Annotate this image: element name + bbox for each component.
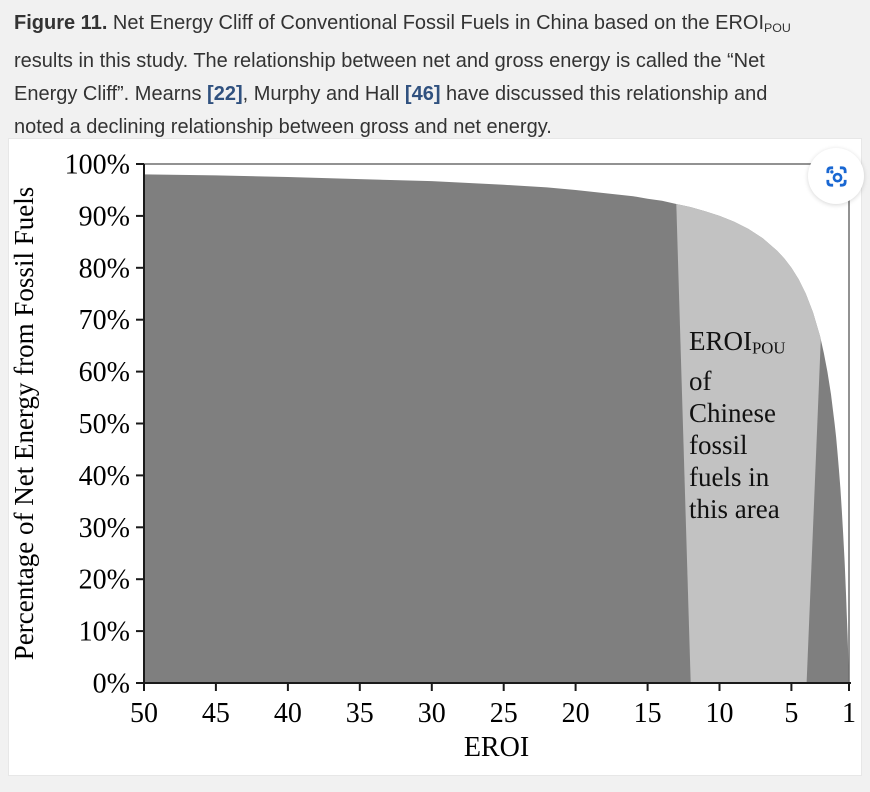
x-tick-label: 30: [418, 698, 446, 729]
caption-line: Figure 11. Net Energy Cliff of Conventio…: [14, 7, 862, 45]
image-search-button[interactable]: [808, 148, 864, 204]
y-tick-label: 90%: [79, 201, 130, 232]
y-axis-title: Percentage of Net Energy from Fossil Fue…: [9, 187, 39, 660]
caption-line: noted a declining relationship between g…: [14, 111, 862, 144]
net-energy-cliff-chart: 100% 90% 80% 70% 60% 50% 40% 30% 20% 10% 0%50 45 40 3…: [9, 150, 856, 764]
y-tick-label: 60%: [79, 357, 130, 388]
caption-text: POU: [764, 21, 791, 36]
y-tick-label: 20%: [79, 565, 130, 596]
y-tick-label: 70%: [79, 305, 130, 336]
lens-screenshot-icon: [825, 165, 847, 187]
caption-line: results in this study. The relationship …: [14, 45, 862, 78]
x-axis-title: EROI: [464, 732, 529, 763]
figure-panel: 100% 90% 80% 70% 60% 50% 40% 30% 20% 10% 0% 50 45 40 3…: [8, 138, 864, 776]
x-tick-label: 40: [274, 698, 302, 729]
highlight-band: [676, 204, 821, 683]
caption-text: Net Energy Cliff of Conventional Fossil …: [107, 12, 716, 34]
y-tick-label: 0%: [93, 669, 130, 700]
y-tick-label: 10%: [79, 617, 130, 648]
citation-link[interactable]: [46]: [404, 83, 441, 106]
x-tick-label: 10: [706, 698, 734, 729]
y-tick-label: 50%: [79, 409, 130, 440]
pou-subscript: POU: [752, 338, 786, 358]
y-tick-label: 30%: [79, 513, 130, 544]
annotation-line: of: [689, 365, 712, 396]
y-tick-label: 80%: [79, 253, 130, 284]
x-tick-label: 50: [130, 698, 158, 729]
annotation-line: EROIPOU: [689, 326, 786, 358]
caption-text: noted a declining relationship between g…: [14, 116, 552, 139]
figure-caption: Figure 11. Net Energy Cliff of Conventio…: [14, 7, 862, 144]
caption-text: EROI: [715, 12, 765, 34]
caption-text: Figure 11.: [14, 12, 108, 34]
y-tick-label: 100%: [65, 150, 130, 181]
y-tick-label: 40%: [79, 461, 130, 492]
x-tick-label: 15: [634, 698, 662, 729]
caption-text: Energy Cliff”. Mearns: [14, 83, 208, 106]
x-tick-label: 35: [346, 698, 374, 729]
caption-text: , Murphy and Hall: [242, 83, 405, 106]
x-tick-label: 1: [842, 698, 856, 729]
annotation-line: this area: [689, 493, 780, 524]
caption-line: Energy Cliff”. Mearns [22], Murphy and H…: [14, 78, 862, 111]
band-annotation: EROIPOU of Chinese fossil fuels in this …: [689, 325, 785, 525]
annotation-line: fuels in: [689, 461, 770, 492]
net-energy-area: [144, 174, 849, 683]
caption-text: results in this study. The relationship …: [14, 50, 765, 73]
annotation-line: fossil: [689, 429, 748, 460]
x-tick-label: 25: [490, 698, 518, 729]
caption-text: have discussed this relationship and: [440, 83, 768, 106]
x-tick-label: 20: [562, 698, 590, 729]
annotation-line: Chinese: [689, 397, 776, 428]
x-tick-label: 45: [202, 698, 230, 729]
x-tick-label: 5: [784, 698, 798, 729]
citation-link[interactable]: [22]: [207, 83, 243, 106]
